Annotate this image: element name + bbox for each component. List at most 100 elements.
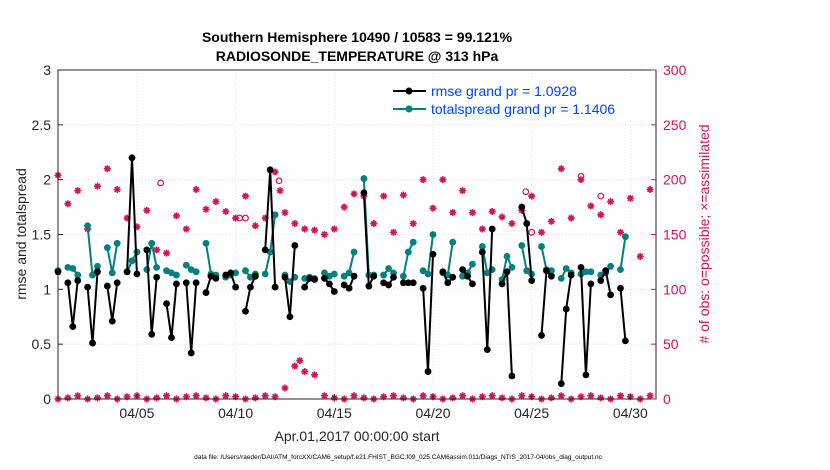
spread-series-point bbox=[271, 211, 279, 219]
spread-series-point bbox=[562, 265, 570, 272]
rmse-series-point bbox=[523, 220, 531, 227]
spread-series-point bbox=[607, 262, 615, 270]
rmse-series-point bbox=[163, 300, 170, 307]
obs-assimilated-point bbox=[163, 249, 171, 257]
obs-assimilated-point bbox=[64, 200, 72, 208]
spread-series-point bbox=[385, 265, 392, 272]
obs-assimilated-point bbox=[498, 213, 506, 221]
spread-series-point bbox=[173, 271, 180, 279]
rmse-series-point bbox=[399, 279, 407, 287]
rmse-series-point bbox=[597, 277, 605, 284]
obs-assimilated-point bbox=[241, 192, 249, 200]
rmse-series-point bbox=[251, 272, 259, 280]
obs-assimilated-point bbox=[528, 192, 536, 200]
y-tick-label: 1 bbox=[43, 281, 51, 297]
x-tick-label: 04/15 bbox=[317, 405, 352, 421]
obs-assimilated-low-point bbox=[488, 392, 496, 400]
rmse-series-point bbox=[429, 250, 437, 258]
rmse-series-point bbox=[508, 372, 516, 380]
spread-series-point bbox=[232, 269, 240, 277]
obs-assimilated-point bbox=[93, 182, 101, 190]
y-tick-label: 1.5 bbox=[32, 227, 52, 243]
y2-tick-label: 100 bbox=[663, 281, 687, 297]
obs-assimilated-point bbox=[301, 225, 309, 233]
spread-series-point bbox=[192, 268, 200, 276]
obs-assimilated-point bbox=[439, 176, 447, 184]
spread-series-point bbox=[429, 231, 437, 238]
rmse-series-point bbox=[350, 272, 358, 280]
spread-series-point bbox=[103, 244, 111, 252]
rmse-series-point bbox=[360, 189, 368, 197]
spread-series-point bbox=[153, 264, 161, 271]
axes: 0 0.5 1 1.5 2 2.5 3 0 50 100 150 200 250 300 04/05 04/1… bbox=[32, 62, 687, 421]
x-tick-label: 04/30 bbox=[613, 405, 648, 421]
rmse-series-point bbox=[444, 279, 452, 287]
obs-assimilated-point bbox=[488, 207, 496, 215]
rmse-series-point bbox=[291, 242, 299, 249]
spread-series-point bbox=[469, 260, 476, 268]
rmse-series-point bbox=[227, 269, 235, 277]
rmse-series-point bbox=[557, 380, 565, 388]
x-tick-label: 04/20 bbox=[415, 405, 450, 421]
rmse-series-point bbox=[469, 280, 476, 288]
rmse-series-point bbox=[74, 277, 82, 284]
obs-possible-point bbox=[528, 228, 536, 236]
rmse-series-point bbox=[261, 246, 269, 254]
spread-series-point bbox=[84, 222, 92, 230]
spread-series-point bbox=[74, 271, 82, 279]
chart-subtitle: RADIOSONDE_TEMPERATURE @ 313 hPa bbox=[216, 48, 499, 64]
obs-assimilated-low-point bbox=[547, 394, 555, 402]
rmse-series-point bbox=[385, 281, 392, 289]
legend-rmse-marker bbox=[405, 87, 413, 95]
spread-series-point bbox=[350, 248, 358, 256]
rmse-series-point bbox=[528, 277, 536, 284]
obs-assimilated-low-point bbox=[616, 392, 624, 400]
obs-assimilated-point bbox=[557, 165, 565, 173]
obs-assimilated-point bbox=[508, 220, 516, 228]
obs-assimilated-point bbox=[587, 202, 595, 210]
rmse-series-point bbox=[330, 288, 338, 295]
y2-tick-label: 50 bbox=[663, 336, 679, 352]
rmse-series-point bbox=[187, 349, 195, 357]
rmse-series-point bbox=[128, 154, 136, 162]
rmse-series-point bbox=[84, 283, 92, 291]
obs-assimilated-point bbox=[478, 225, 486, 233]
obs-assimilated-point bbox=[538, 228, 546, 236]
spread-series-point bbox=[330, 270, 338, 278]
spread-series-point bbox=[478, 243, 486, 250]
obs-assimilated-point bbox=[182, 225, 190, 233]
rmse-series bbox=[54, 154, 629, 388]
spread-series-point bbox=[182, 261, 190, 269]
obs-assimilated-low-point bbox=[350, 392, 358, 400]
spread-series-point bbox=[582, 268, 590, 276]
obs-assimilated-point bbox=[350, 190, 358, 198]
obs-assimilated-point bbox=[281, 209, 289, 217]
obs-assimilated-point bbox=[172, 212, 180, 220]
rmse-series-point bbox=[547, 272, 555, 280]
spread-series-point bbox=[523, 267, 531, 275]
rmse-series-point bbox=[587, 280, 595, 288]
obs-assimilated-point bbox=[276, 187, 284, 195]
obs-assimilated-low-point bbox=[459, 392, 467, 400]
rmse-series-point bbox=[108, 317, 116, 325]
x-axis-label: Apr.01,2017 00:00:00 start bbox=[274, 428, 439, 444]
obs-assimilated-point bbox=[202, 205, 210, 213]
y2-tick-label: 200 bbox=[663, 172, 687, 188]
spread-series-point bbox=[409, 238, 417, 246]
obs-assimilated-point bbox=[449, 209, 457, 217]
legend-rmse-label: rmse grand pr = 1.0928 bbox=[431, 83, 577, 99]
spread-series-point bbox=[557, 274, 565, 282]
legend: rmse grand pr = 1.0928 totalspread grand… bbox=[385, 80, 649, 120]
obs-assimilated-low-point bbox=[311, 371, 319, 379]
spread-series-point bbox=[617, 266, 624, 273]
obs-assimilated-point bbox=[468, 209, 476, 217]
x-tick-label: 04/10 bbox=[218, 405, 253, 421]
obs-assimilated-low-point bbox=[518, 392, 526, 400]
rmse-series-point bbox=[607, 291, 615, 299]
x-tick-label: 04/25 bbox=[514, 405, 549, 421]
rmse-series-point bbox=[153, 273, 161, 281]
footer-text: data file: /Users/raeder/DAI/ATM_forcXX/… bbox=[194, 454, 603, 461]
obs-assimilated-point bbox=[103, 165, 111, 173]
obs-assimilated-point bbox=[113, 186, 121, 194]
spread-series-point bbox=[128, 257, 136, 265]
